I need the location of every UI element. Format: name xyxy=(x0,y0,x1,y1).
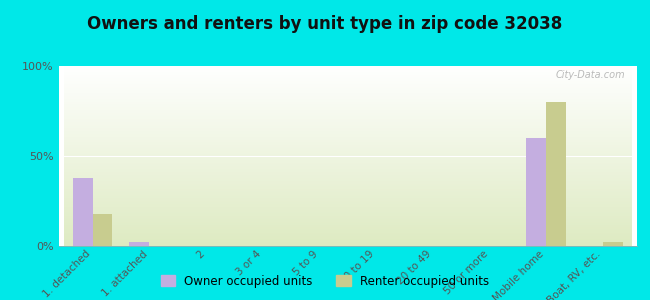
Text: City-Data.com: City-Data.com xyxy=(556,70,625,80)
Bar xyxy=(129,242,150,246)
Bar xyxy=(546,102,566,246)
Bar xyxy=(73,178,92,246)
Bar xyxy=(603,242,623,246)
Bar xyxy=(526,138,546,246)
Legend: Owner occupied units, Renter occupied units: Owner occupied units, Renter occupied un… xyxy=(157,271,493,291)
Bar xyxy=(92,214,112,246)
Text: Owners and renters by unit type in zip code 32038: Owners and renters by unit type in zip c… xyxy=(87,15,563,33)
